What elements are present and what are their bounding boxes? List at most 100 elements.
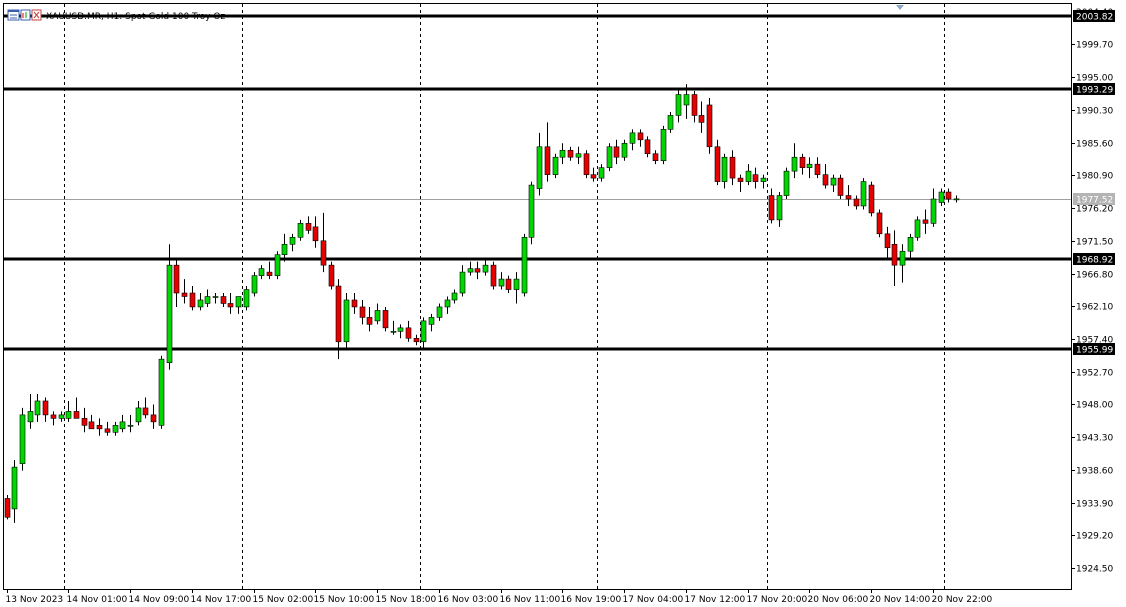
bull-candle-body xyxy=(606,146,613,168)
bull-candle-body xyxy=(953,198,960,201)
candle xyxy=(312,216,319,248)
bear-candle-body xyxy=(173,264,180,294)
bull-candle-body xyxy=(860,181,867,207)
bull-candle-body xyxy=(683,94,690,106)
candle xyxy=(212,293,219,304)
current-price-badge xyxy=(1073,193,1115,205)
candle xyxy=(714,139,721,186)
candle xyxy=(374,303,381,325)
candle xyxy=(413,334,420,346)
y-tick-label: 1980.90 xyxy=(1076,172,1113,182)
candle xyxy=(335,279,342,360)
y-tick-label: 1938.60 xyxy=(1076,467,1113,477)
candle xyxy=(112,421,119,436)
level-price-label: 2003.82 xyxy=(1076,13,1113,23)
bull-candle-body xyxy=(629,132,636,144)
candle xyxy=(945,188,952,203)
bear-candle-body xyxy=(320,240,327,266)
x-tick-label: 16 Nov 03:00 xyxy=(438,595,499,605)
level-price-label: 1968.92 xyxy=(1076,256,1113,266)
candle xyxy=(158,355,165,429)
x-tick-label: 20 Nov 14:00 xyxy=(870,595,931,605)
candle xyxy=(683,84,690,119)
candle xyxy=(251,272,258,297)
candle xyxy=(127,414,134,433)
candle xyxy=(768,188,775,224)
candle xyxy=(305,216,312,234)
candle xyxy=(891,230,898,287)
candle xyxy=(474,261,481,280)
candle xyxy=(698,101,705,133)
bear-candle-body xyxy=(814,163,821,175)
bull-candle-body xyxy=(459,271,466,294)
candle xyxy=(482,258,489,276)
x-tick-label: 16 Nov 11:00 xyxy=(500,595,561,605)
candle xyxy=(73,397,80,419)
bear-candle-body xyxy=(189,292,196,308)
candle xyxy=(405,320,412,342)
bull-candle-body xyxy=(899,250,906,266)
chart-title: XAUUSD.MR, H1: Spot Gold 100 Troy Oz xyxy=(46,12,225,22)
bull-candle-body xyxy=(552,156,559,175)
level-price-badge[interactable] xyxy=(1073,10,1115,22)
candle xyxy=(706,98,713,154)
bull-candle-body xyxy=(559,149,566,158)
price-axis[interactable]: 1924.50 1929.20 1933.90 1938.60 1943.30 1948.… xyxy=(1071,8,1115,575)
plot-area[interactable] xyxy=(3,3,1072,590)
candle xyxy=(907,233,914,259)
bear-candle-body xyxy=(691,94,698,116)
candle xyxy=(806,157,813,179)
y-tick-label: 1924.50 xyxy=(1076,565,1113,575)
candle xyxy=(58,411,65,422)
candle xyxy=(351,293,358,314)
candle xyxy=(884,226,891,259)
candle xyxy=(366,306,373,332)
bear-candle-body xyxy=(822,174,829,186)
candle xyxy=(397,324,404,339)
bear-candle-body xyxy=(359,306,366,318)
candle xyxy=(876,209,883,238)
candle xyxy=(629,129,636,151)
candle xyxy=(258,265,265,280)
bull-candle-body xyxy=(667,115,674,130)
candle xyxy=(81,407,88,433)
candle xyxy=(498,272,505,290)
bear-candle-body xyxy=(714,146,721,182)
candle xyxy=(814,157,821,179)
candle xyxy=(382,306,389,332)
y-tick-label: 1976.20 xyxy=(1076,205,1113,215)
candle xyxy=(197,293,204,311)
bull-candle-body xyxy=(420,320,427,343)
level-price-badge[interactable] xyxy=(1073,343,1115,355)
chart-shift-marker-icon[interactable] xyxy=(896,5,904,10)
level-price-badge[interactable] xyxy=(1073,253,1115,265)
bear-candle-body xyxy=(104,428,111,433)
y-tick-label: 1995.00 xyxy=(1076,74,1113,84)
candle xyxy=(899,244,906,283)
candle xyxy=(135,400,142,426)
candle xyxy=(783,167,790,199)
bear-candle-body xyxy=(366,317,373,325)
bull-candle-body xyxy=(675,94,682,116)
chart-window-icon[interactable] xyxy=(7,9,42,21)
candle xyxy=(343,293,350,349)
candle xyxy=(853,195,860,210)
candle xyxy=(536,132,543,196)
bear-candle-body xyxy=(637,132,644,141)
bull-candle-body xyxy=(914,219,921,238)
candle xyxy=(691,91,698,123)
y-tick-label: 1957.40 xyxy=(1076,336,1113,346)
candle xyxy=(34,394,41,422)
bear-candle-body xyxy=(613,146,620,158)
level-price-badge[interactable] xyxy=(1073,83,1115,95)
candle xyxy=(436,303,443,321)
candle xyxy=(583,150,590,179)
time-axis[interactable]: 13 Nov 2023 14 Nov 01:00 14 Nov 09:00 14 No… xyxy=(6,589,993,605)
candle xyxy=(660,125,667,165)
bull-candle-body xyxy=(760,177,767,182)
bull-candle-body xyxy=(243,289,250,308)
bull-candle-body xyxy=(428,317,435,325)
bull-candle-body xyxy=(58,414,65,419)
bull-candle-body xyxy=(235,296,242,308)
